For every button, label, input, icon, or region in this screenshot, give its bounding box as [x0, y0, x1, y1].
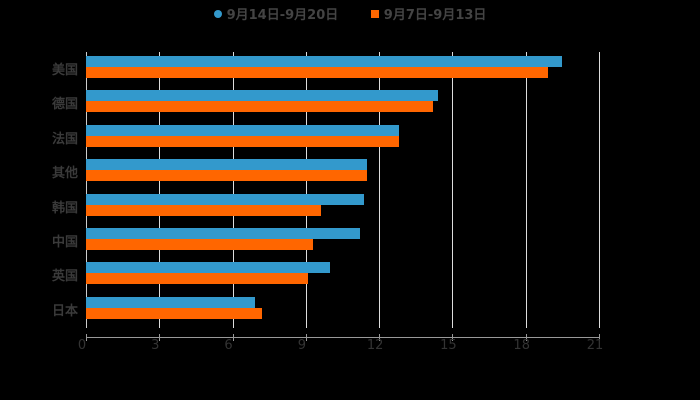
- bar[interactable]: [86, 228, 360, 239]
- legend-marker-icon: [370, 9, 379, 18]
- bar[interactable]: [86, 307, 262, 319]
- bar[interactable]: [86, 273, 309, 285]
- gridline: [379, 52, 381, 328]
- bar[interactable]: [86, 101, 433, 113]
- x-tick-label: 18: [513, 338, 530, 353]
- gridline: [232, 52, 234, 328]
- x-tick-label: 6: [224, 338, 233, 353]
- x-tick: [86, 334, 87, 341]
- y-tick-label: 中国: [51, 235, 78, 250]
- legend-label: 9月7日-9月13日: [383, 8, 487, 23]
- bar[interactable]: [86, 90, 438, 102]
- y-tick-label: 日本: [51, 303, 78, 319]
- x-tick-label: 3: [151, 338, 160, 353]
- y-tick-label: 英国: [51, 269, 78, 285]
- x-axis: [86, 334, 600, 341]
- x-tick: [305, 334, 307, 341]
- gridline: [452, 52, 454, 328]
- legend-item-series-1[interactable]: 9月7日-9月13日: [370, 4, 487, 23]
- x-tick-label: 15: [440, 338, 457, 353]
- x-tick-label: 21: [586, 338, 604, 353]
- x-tick-label: 12: [366, 338, 384, 353]
- bar[interactable]: [86, 56, 563, 67]
- bar[interactable]: [86, 296, 255, 308]
- x-tick-label: 0: [77, 338, 87, 353]
- bar[interactable]: [86, 262, 331, 274]
- y-tick-label: 德国: [51, 97, 78, 113]
- x-tick-label: 9: [297, 338, 306, 353]
- y-tick-label: 美国: [51, 63, 78, 78]
- legend-marker-icon: [213, 9, 222, 18]
- x-tick: [159, 334, 161, 341]
- gridline: [525, 52, 527, 328]
- gridline: [305, 52, 307, 328]
- x-tick: [379, 334, 381, 341]
- bar[interactable]: [86, 193, 365, 205]
- y-tick-label: 其他: [51, 166, 78, 182]
- y-tick-label: 法国: [51, 131, 78, 147]
- gridline: [599, 52, 600, 328]
- bar[interactable]: [86, 124, 399, 136]
- x-tick: [232, 334, 234, 341]
- x-tick: [525, 334, 527, 341]
- bar[interactable]: [86, 159, 367, 171]
- chart-legend: 9月14日-9月20日 9月7日-9月13日: [0, 4, 700, 23]
- bar[interactable]: [86, 204, 321, 216]
- bar[interactable]: [86, 135, 399, 147]
- y-axis-line: [86, 52, 87, 328]
- legend-label: 9月14日-9月20日: [226, 8, 339, 23]
- bar[interactable]: [86, 170, 367, 182]
- bar[interactable]: [86, 67, 548, 78]
- legend-item-series-0[interactable]: 9月14日-9月20日: [213, 4, 339, 23]
- x-tick: [452, 334, 454, 341]
- y-tick-label: 韩国: [51, 200, 78, 216]
- bar[interactable]: [86, 239, 314, 250]
- gridline: [159, 52, 161, 328]
- plot-area: [86, 52, 600, 328]
- x-tick: [599, 334, 600, 341]
